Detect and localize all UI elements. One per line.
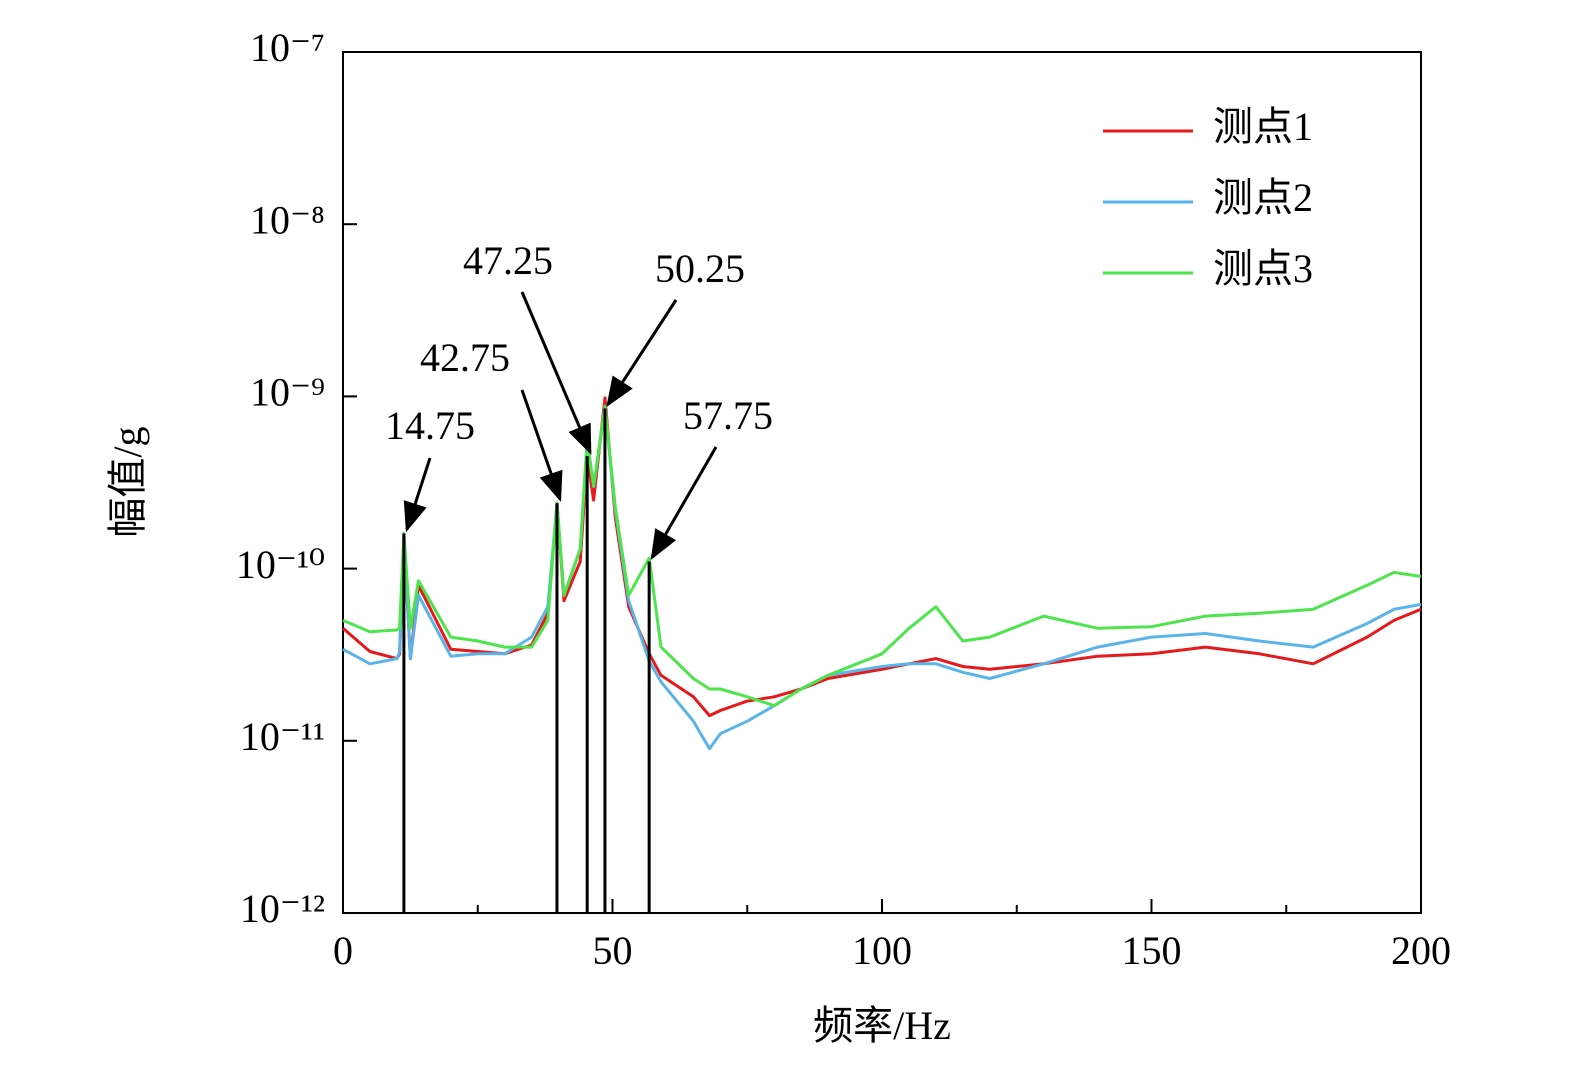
y-tick-label: 10⁻¹² <box>240 886 325 931</box>
x-axis-label: 频率/Hz <box>813 1003 951 1048</box>
annotation-label: 47.25 <box>463 238 553 283</box>
x-tick-label: 150 <box>1122 928 1182 973</box>
y-axis-label: 幅值/g <box>105 426 150 537</box>
series-line <box>342 396 1422 718</box>
annotation-arrow <box>403 457 432 533</box>
y-tick-label: 10⁻¹⁰ <box>236 542 325 587</box>
legend-label: 测点3 <box>1213 246 1313 291</box>
annotation-label: 50.25 <box>655 246 745 291</box>
annotation-arrow <box>520 291 592 455</box>
annotation-arrow <box>606 299 678 408</box>
y-tick-label: 10⁻⁷ <box>250 25 325 70</box>
x-tick-label: 0 <box>333 928 353 973</box>
legend-label: 测点2 <box>1213 175 1313 220</box>
annotation-arrow <box>520 389 563 502</box>
y-tick-label: 10⁻⁹ <box>250 370 325 415</box>
annotation-label: 57.75 <box>683 393 773 438</box>
y-tick-label: 10⁻¹¹ <box>240 714 325 759</box>
x-tick-label: 100 <box>852 928 912 973</box>
annotation-label: 14.75 <box>385 403 475 448</box>
annotation-label: 42.75 <box>420 335 510 380</box>
annotation-arrow <box>650 446 718 561</box>
series-line <box>342 404 1422 708</box>
y-tick-label: 10⁻⁸ <box>250 197 325 242</box>
legend-label: 测点1 <box>1213 104 1313 149</box>
series-line <box>342 407 1422 751</box>
x-tick-label: 50 <box>593 928 633 973</box>
x-tick-label: 200 <box>1391 928 1451 973</box>
